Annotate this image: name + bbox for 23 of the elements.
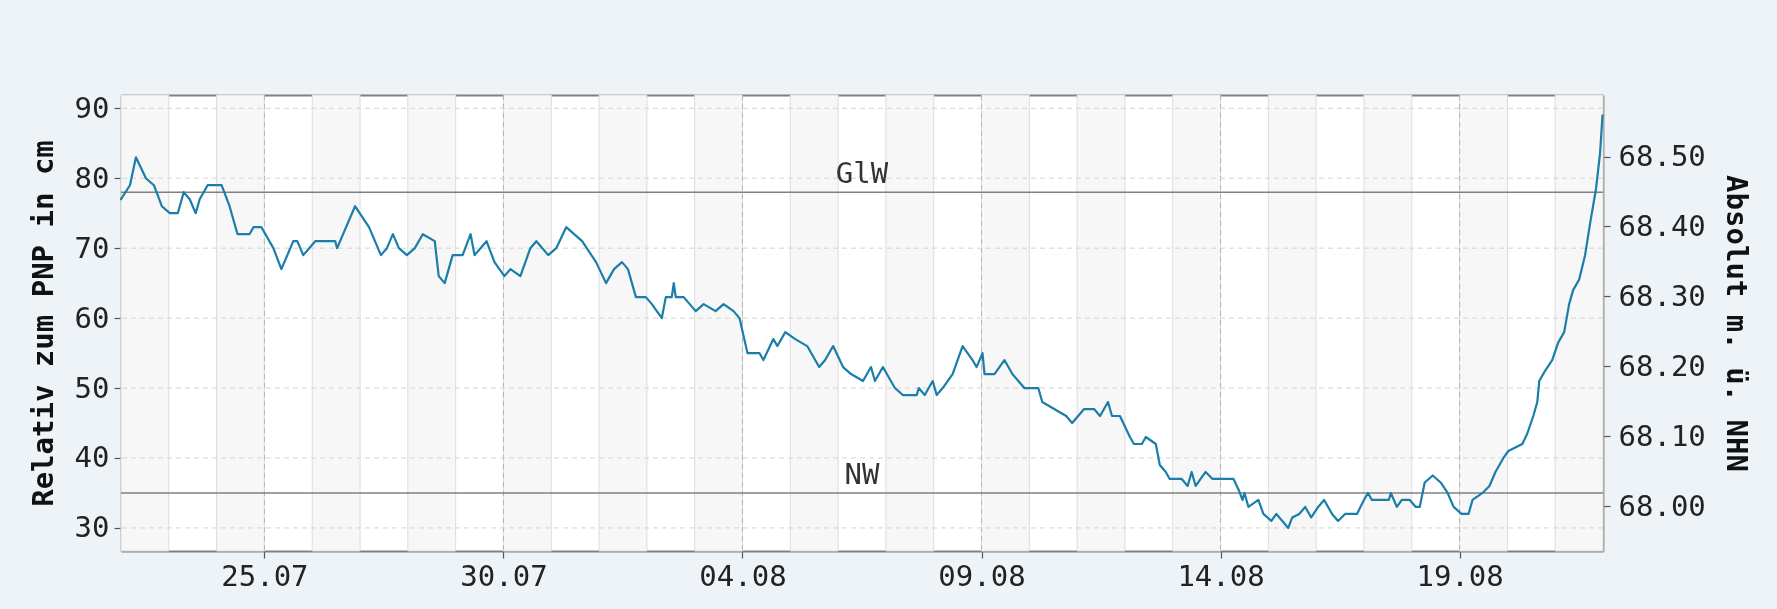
y2-tick-label: 68.50 [1618,139,1706,174]
y2-tick-label: 68.20 [1618,348,1706,383]
y2-tick-label: 68.30 [1618,278,1706,313]
y-tick-label: 60 [74,300,110,335]
ref-line-label: NW [844,456,880,491]
y-tick-label: 80 [74,160,110,195]
x-tick-label: 19.08 [1416,558,1504,593]
y-tick-label: 30 [74,510,110,545]
x-tick-label: 25.07 [221,558,309,593]
ref-line-label: GlW [835,156,889,191]
y-tick-label: 40 [74,440,110,475]
x-tick-label: 14.08 [1177,558,1265,593]
y-tick-label: 50 [74,370,110,405]
y2-tick-label: 68.00 [1618,488,1706,523]
y2-tick-label: 68.10 [1618,418,1706,453]
x-tick-label: 09.08 [938,558,1026,593]
y2-tick-label: 68.40 [1618,208,1706,243]
y-tick-label: 70 [74,230,110,265]
x-tick-label: 30.07 [460,558,548,593]
y2-axis-title: Absolut m. ü. NHN [1719,175,1754,472]
y-tick-label: 90 [74,90,110,125]
y-axis-title: Relativ zum PNP in cm [25,140,60,507]
x-tick-label: 04.08 [699,558,787,593]
